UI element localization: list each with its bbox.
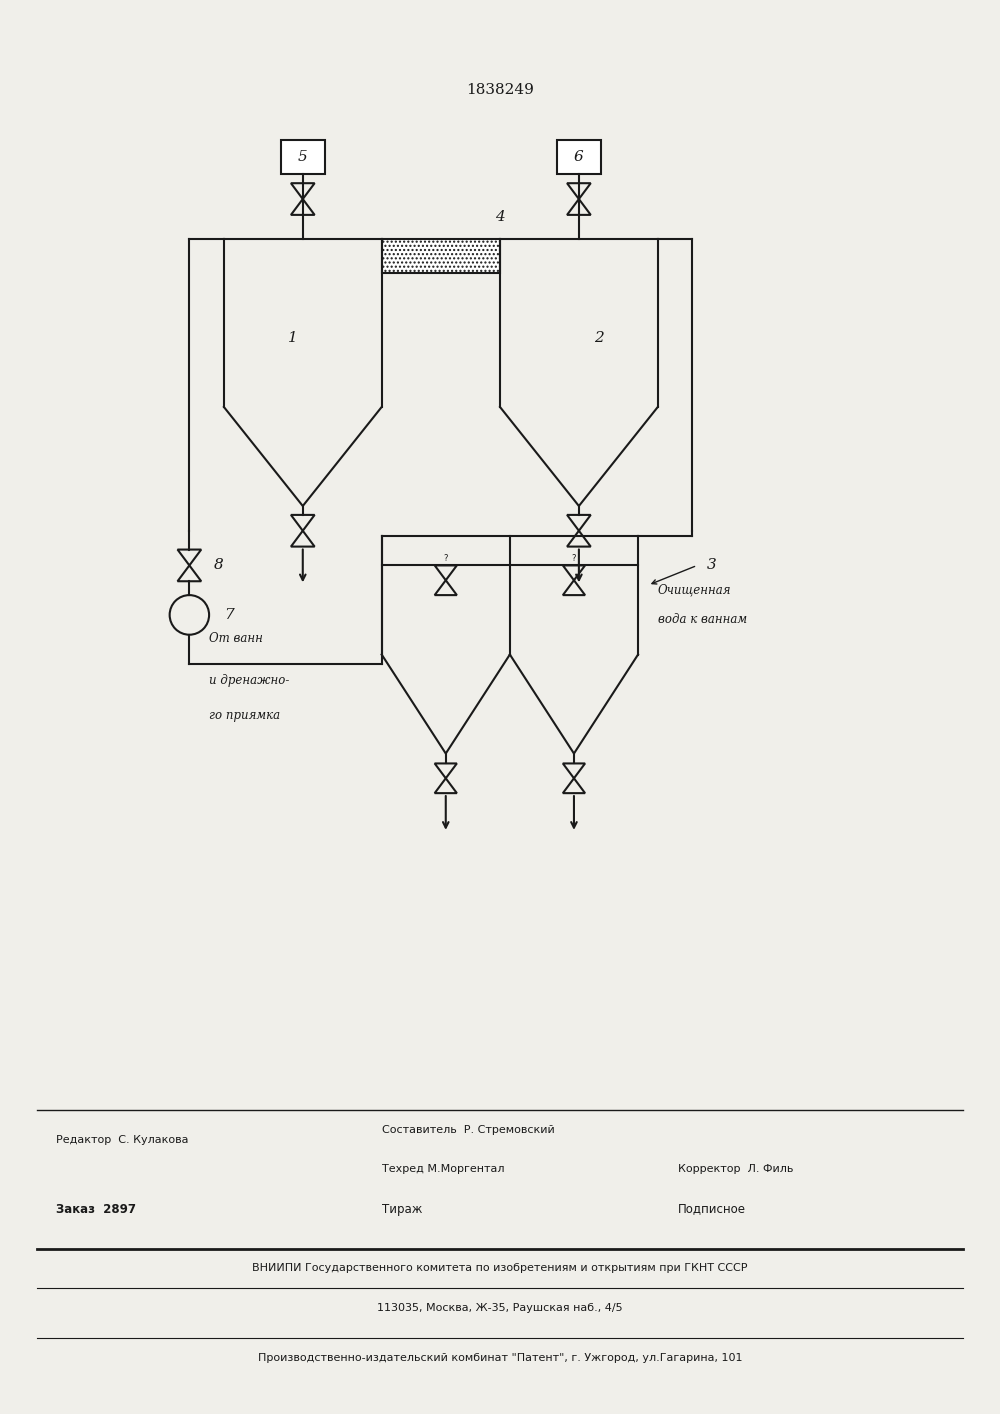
Text: 113035, Москва, Ж-35, Раушская наб., 4/5: 113035, Москва, Ж-35, Раушская наб., 4/5 <box>377 1304 623 1314</box>
Text: 4: 4 <box>495 209 505 223</box>
Text: Техред М.Моргентал: Техред М.Моргентал <box>382 1164 504 1175</box>
Text: го приямка: го приямка <box>209 708 280 723</box>
Text: ?: ? <box>444 554 448 563</box>
Text: и дренажно-: и дренажно- <box>209 674 289 687</box>
Text: 3: 3 <box>707 559 717 573</box>
Bar <box>281 140 325 174</box>
Text: Заказ  2897: Заказ 2897 <box>56 1202 136 1216</box>
Text: 6: 6 <box>574 150 584 164</box>
Bar <box>557 140 601 174</box>
Text: От ванн: От ванн <box>209 632 263 645</box>
Text: 1838249: 1838249 <box>466 83 534 98</box>
Text: 2: 2 <box>594 331 603 345</box>
Text: 8: 8 <box>214 559 224 573</box>
Text: 1: 1 <box>288 331 298 345</box>
Text: Производственно-издательский комбинат "Патент", г. Ужгород, ул.Гагарина, 101: Производственно-издательский комбинат "П… <box>258 1353 742 1363</box>
Text: Редактор  С. Кулакова: Редактор С. Кулакова <box>56 1134 189 1145</box>
Text: Очищенная: Очищенная <box>658 584 731 597</box>
Text: Подписное: Подписное <box>678 1202 746 1216</box>
Text: Тираж: Тираж <box>382 1202 422 1216</box>
Text: ВНИИПИ Государственного комитета по изобретениям и открытиям при ГКНТ СССР: ВНИИПИ Государственного комитета по изоб… <box>252 1264 748 1274</box>
Bar <box>382 239 500 273</box>
Text: Корректор  Л. Филь: Корректор Л. Филь <box>678 1164 793 1175</box>
Text: 5: 5 <box>298 150 308 164</box>
Text: 7: 7 <box>224 608 234 622</box>
Text: ?: ? <box>572 554 576 563</box>
Text: Составитель  Р. Стремовский: Составитель Р. Стремовский <box>382 1124 554 1135</box>
Text: вода к ваннам: вода к ваннам <box>658 614 747 626</box>
